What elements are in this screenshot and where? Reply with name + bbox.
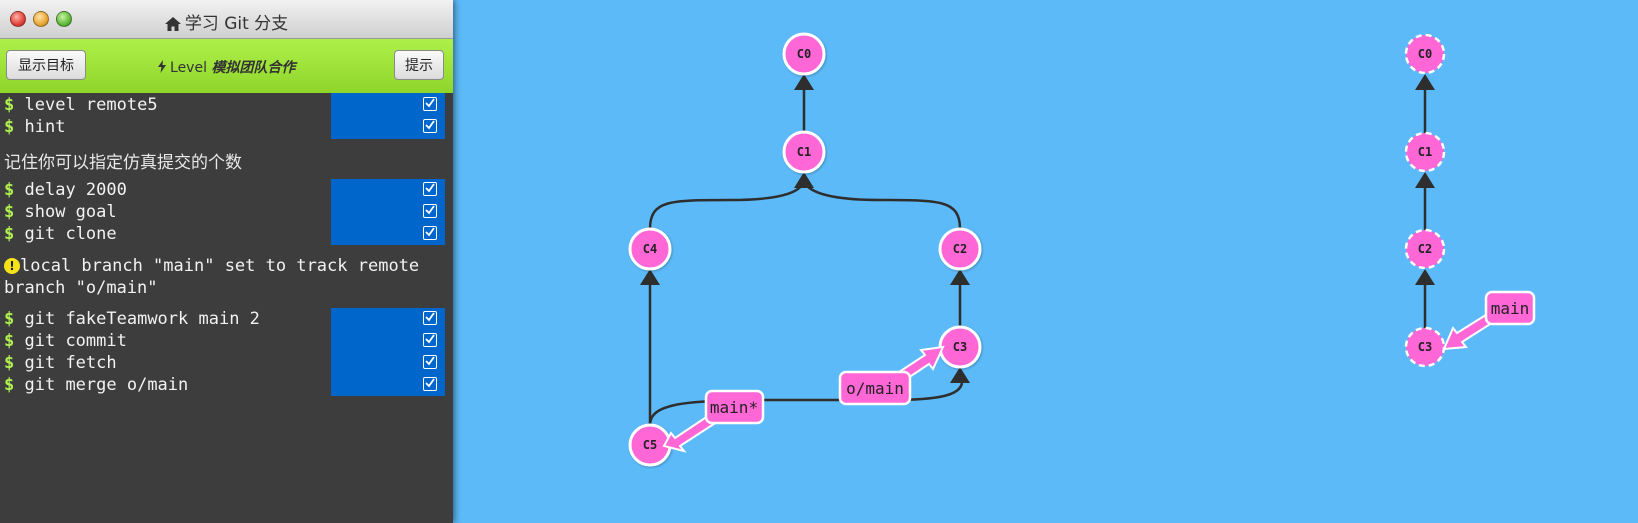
checkbox-checked-icon — [423, 333, 437, 347]
checkbox-checked-icon — [423, 377, 437, 391]
minimize-window-button[interactable] — [33, 11, 49, 27]
commit-node-c2[interactable]: C2 — [938, 227, 982, 271]
goal-tree-arrowheads — [1415, 74, 1435, 285]
checkbox-checked-icon — [423, 119, 437, 133]
command-line: $ delay 2000 — [4, 180, 127, 200]
maximize-window-button[interactable] — [56, 11, 72, 27]
edge-c5-c3 — [648, 382, 964, 426]
terminal-output: $ level remote5 $ hint 记住你可以指定仿真提交的个数 $ … — [0, 93, 453, 523]
checkbox-checked-icon — [423, 182, 437, 196]
checkbox-checked-icon — [423, 311, 437, 325]
branch-main-arrow — [662, 410, 722, 453]
arrowhead-c4 — [640, 269, 660, 285]
svg-text:C3: C3 — [953, 340, 967, 354]
svg-text:main: main — [1491, 299, 1530, 318]
svg-text:C3: C3 — [1418, 340, 1432, 354]
svg-text:o/main: o/main — [846, 379, 904, 398]
show-goal-button[interactable]: 显示目标 — [6, 50, 86, 80]
hint-message: 记住你可以指定仿真提交的个数 — [4, 153, 242, 173]
tracking-warning: ! local branch "main" set to track remote… — [4, 256, 420, 298]
arrowhead-c0 — [794, 74, 814, 90]
command-line: $ level remote5 — [4, 95, 158, 115]
svg-text:C1: C1 — [797, 145, 811, 159]
commit-node-c3[interactable]: C3 — [938, 325, 982, 369]
svg-text:C0: C0 — [1418, 47, 1432, 61]
checkbox-checked-icon — [423, 97, 437, 111]
close-window-button[interactable] — [10, 11, 26, 27]
hint-button[interactable]: 提示 — [394, 50, 444, 80]
command-status-box — [331, 93, 445, 139]
svg-text:C1: C1 — [1418, 145, 1432, 159]
level-prefix: Level — [170, 60, 207, 76]
bolt-icon — [157, 60, 170, 76]
current-tree-arrowheads — [640, 74, 970, 383]
command-line: $ git fakeTeamwork main 2 — [4, 309, 260, 329]
goal-commit-node-c3: C3 — [1404, 326, 1446, 368]
checkbox-checked-icon — [423, 226, 437, 240]
level-name: 模拟团队合作 — [211, 60, 296, 76]
svg-text:C2: C2 — [1418, 242, 1432, 256]
command-status-box — [331, 179, 445, 245]
svg-text:C0: C0 — [797, 47, 811, 61]
window-titlebar: 学习 Git 分支 — [0, 0, 453, 39]
command-line: $ hint — [4, 117, 66, 137]
branch-label-o-main[interactable]: o/main — [838, 370, 912, 406]
command-line: $ git merge o/main — [4, 375, 189, 395]
goal-commit-node-c0: C0 — [1404, 33, 1446, 75]
svg-text:C5: C5 — [643, 438, 657, 452]
svg-text:C2: C2 — [953, 242, 967, 256]
commit-node-c4[interactable]: C4 — [628, 227, 672, 271]
arrowhead-c2 — [950, 269, 970, 285]
warning-icon: ! — [4, 258, 20, 274]
command-line: $ git fetch — [4, 353, 117, 373]
goal-commit-node-c2: C2 — [1404, 228, 1446, 270]
commit-node-c0[interactable]: C0 — [782, 32, 826, 76]
svg-text:C4: C4 — [643, 242, 657, 256]
window-title: 学习 Git 分支 — [0, 9, 453, 36]
edge-c2-c1 — [805, 184, 962, 230]
checkbox-checked-icon — [423, 355, 437, 369]
window-title-text: 学习 Git 分支 — [184, 14, 289, 34]
goal-commit-node-c1: C1 — [1404, 131, 1446, 173]
arrowhead-c3 — [950, 367, 970, 383]
command-panel: 学习 Git 分支 显示目标 Level 模拟团队合作 提示 $ level r… — [0, 0, 453, 523]
command-status-box — [331, 308, 445, 396]
svg-text:main*: main* — [710, 398, 758, 417]
edge-c4-c1 — [648, 184, 804, 230]
level-indicator: Level 模拟团队合作 — [0, 57, 453, 77]
command-line: $ git commit — [4, 331, 127, 351]
arrowhead-c1 — [794, 172, 814, 188]
home-icon — [164, 16, 181, 36]
goal-branch-label-main: main — [1484, 290, 1536, 326]
command-line: $ git clone — [4, 224, 117, 244]
branch-label-main[interactable]: main* — [704, 389, 765, 425]
command-line: $ show goal — [4, 202, 117, 222]
checkbox-checked-icon — [423, 204, 437, 218]
level-bar: 显示目标 Level 模拟团队合作 提示 — [0, 39, 453, 93]
commit-node-c1[interactable]: C1 — [782, 130, 826, 174]
